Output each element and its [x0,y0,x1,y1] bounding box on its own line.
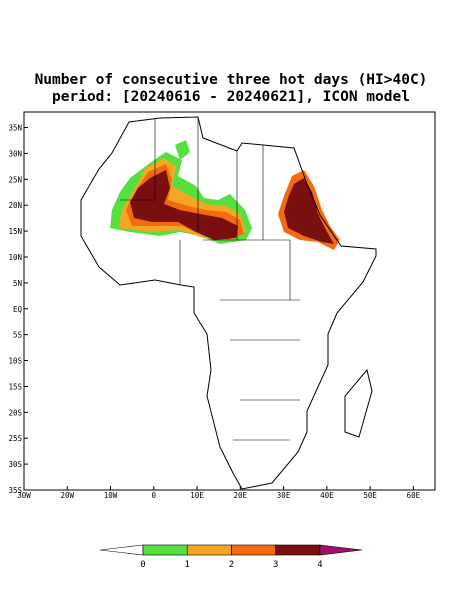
lat-tick-label: 20S [8,408,22,417]
hot-area [284,178,334,244]
lon-tick-label: 10E [190,491,204,500]
lon-tick-label: 20W [60,491,74,500]
lat-tick-label: 30S [8,460,22,469]
lat-tick-label: 35S [8,486,22,495]
lat-tick-label: 10S [8,357,22,366]
lon-tick-label: 40E [320,491,334,500]
lat-tick-label: 35N [8,124,22,133]
lon-tick-label: 0 [152,491,157,500]
colorbar-label: 0 [140,560,145,570]
map-frame [23,111,436,491]
lat-tick-label: EQ [13,305,23,314]
lon-tick-label: 20E [234,491,248,500]
colorbar-low [99,544,144,556]
map-plot [23,111,436,491]
map-subtitle: period: [20240616 - 20240621], ICON mode… [52,89,410,105]
lon-tick-label: 50E [363,491,377,500]
lat-tick-label: 10N [8,253,22,262]
colorbar-label: 1 [185,560,190,570]
lat-tick-label: 30N [8,149,22,158]
lat-tick-label: 5N [13,279,22,288]
lat-tick-label: 5S [13,331,23,340]
colorbar-box [231,544,277,556]
colorbar-label: 3 [273,560,278,570]
border [120,117,300,441]
colorbar-box [142,544,188,556]
colorbar-box [186,544,232,556]
colorbar-box [275,544,321,556]
colorbar-high [319,544,363,556]
lat-tick-label: 15N [8,227,22,236]
colorbar-label: 4 [317,560,322,570]
coastline [344,368,373,438]
lat-tick-label: 20N [8,201,22,210]
hot-area [175,140,190,160]
coastline [80,116,377,490]
lat-tick-label: 25N [8,175,22,184]
lat-tick-label: 25S [8,434,22,443]
lon-tick-label: 30E [277,491,291,500]
hot-area [130,170,238,240]
map-title: Number of consecutive three hot days (HI… [35,72,428,88]
lat-tick-label: 15S [8,382,22,391]
colorbar: 0 1 2 3 4 [99,544,363,570]
lon-tick-label: 30W [17,491,31,500]
lon-tick-label: 10W [104,491,118,500]
colorbar-label: 2 [229,560,234,570]
lon-tick-label: 60E [407,491,421,500]
